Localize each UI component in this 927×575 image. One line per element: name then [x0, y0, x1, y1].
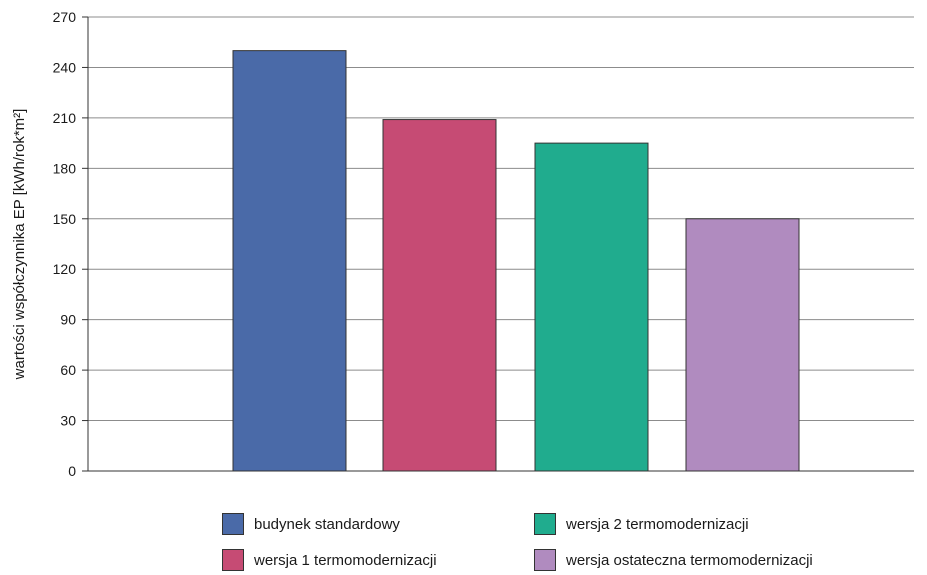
bar	[232, 50, 347, 472]
legend-swatch	[222, 513, 244, 535]
legend-swatch	[534, 513, 556, 535]
y-tick-label: 30	[60, 413, 76, 429]
legend-swatch	[222, 549, 244, 571]
y-tick-label: 240	[53, 59, 77, 75]
y-tick-label: 0	[68, 463, 76, 479]
legend-label: wersja 2 termomodernizacji	[566, 515, 749, 533]
y-tick-label: 180	[53, 160, 77, 176]
y-tick-label: 120	[53, 261, 77, 277]
legend: budynek standardowy wersja 2 termomodern…	[222, 513, 882, 573]
grid-lines	[88, 16, 914, 472]
y-tick-label: 90	[60, 312, 76, 328]
y-tick-label: 270	[53, 9, 77, 25]
axes	[82, 16, 914, 472]
legend-item-wersja-2: wersja 2 termomodernizacji	[534, 513, 749, 535]
legend-item-wersja-ostateczna: wersja ostateczna termomodernizacji	[534, 549, 813, 571]
bar	[382, 119, 497, 472]
legend-label: wersja 1 termomodernizacji	[254, 551, 437, 569]
legend-label: budynek standardowy	[254, 515, 400, 533]
bar-chart: 0 30 60 90 120 150 180 210 240 270 wartości współ…	[11, 9, 914, 479]
legend-item-wersja-1: wersja 1 termomodernizacji	[222, 549, 437, 571]
y-tick-labels: 0 30 60 90 120 150 180 210 240 270	[53, 9, 77, 479]
legend-swatch	[534, 549, 556, 571]
y-tick-label: 210	[53, 110, 77, 126]
bars	[232, 50, 800, 472]
legend-item-budynek-standardowy: budynek standardowy	[222, 513, 400, 535]
y-tick-label: 60	[60, 362, 76, 378]
y-tick-label: 150	[53, 211, 77, 227]
legend-label: wersja ostateczna termomodernizacji	[566, 551, 813, 569]
bar	[685, 218, 800, 472]
y-axis-label: wartości współczynnika EP [kWh/rok*m²]	[11, 109, 28, 381]
bar	[534, 142, 649, 472]
